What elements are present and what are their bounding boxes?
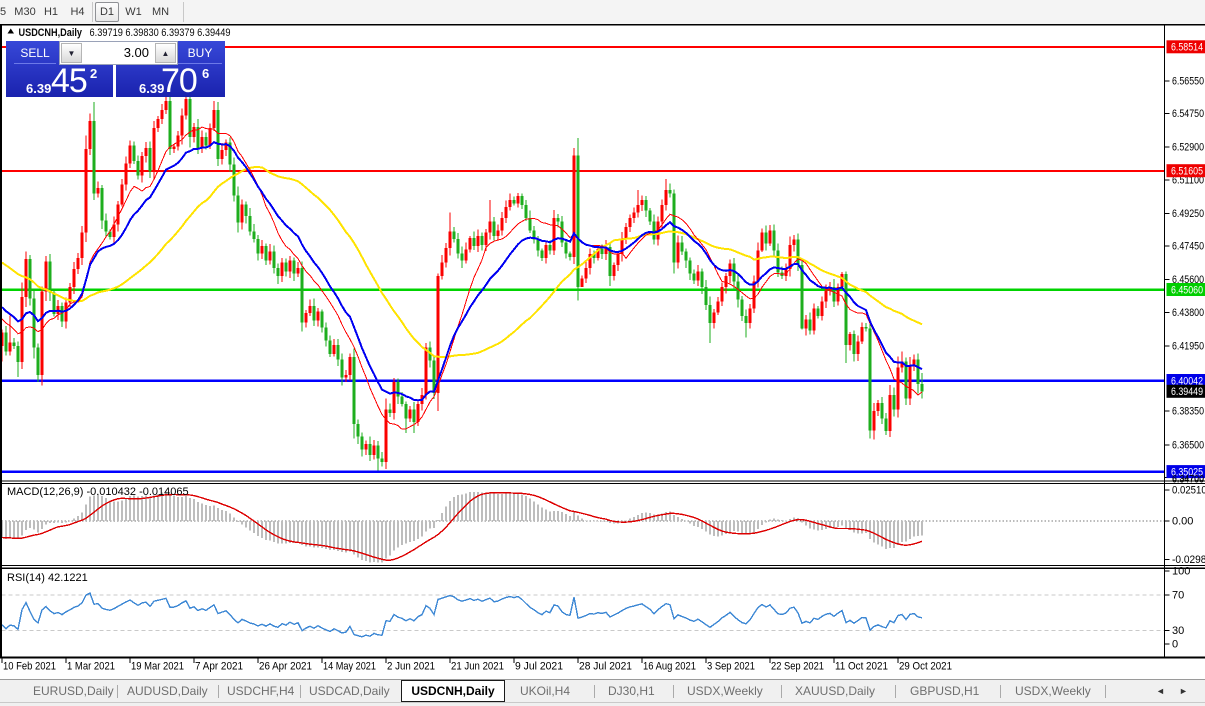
svg-text:-0.02988: -0.02988 [1172,554,1205,566]
svg-text:0: 0 [1172,639,1178,651]
svg-text:6.58514: 6.58514 [1171,42,1203,54]
svg-text:70: 70 [1172,590,1184,602]
svg-text:6.51100: 6.51100 [1172,174,1204,186]
svg-text:11 Oct 2021: 11 Oct 2021 [835,661,888,673]
svg-text:2 Jun 2021: 2 Jun 2021 [387,661,435,673]
svg-text:6.49250: 6.49250 [1172,208,1204,220]
svg-text:14 May 2021: 14 May 2021 [323,661,376,673]
svg-text:6.52900: 6.52900 [1172,142,1204,154]
svg-text:0.025108: 0.025108 [1172,485,1205,497]
svg-text:9 Jul 2021: 9 Jul 2021 [515,661,563,673]
svg-text:7 Apr 2021: 7 Apr 2021 [195,661,243,673]
svg-text:6.38350: 6.38350 [1172,406,1204,418]
svg-text:6.36500: 6.36500 [1172,439,1204,451]
svg-text:6.41950: 6.41950 [1172,340,1204,352]
svg-text:6.35025: 6.35025 [1171,466,1203,478]
svg-text:19 Mar 2021: 19 Mar 2021 [131,661,184,673]
svg-text:6.51605: 6.51605 [1171,165,1203,177]
svg-text:6.40042: 6.40042 [1171,375,1203,387]
svg-text:USDCNH,Daily: USDCNH,Daily [19,27,83,39]
svg-text:28 Jul 2021: 28 Jul 2021 [579,661,632,673]
svg-text:6.54750: 6.54750 [1172,108,1204,120]
svg-text:1 Mar 2021: 1 Mar 2021 [67,661,115,673]
svg-text:29 Oct 2021: 29 Oct 2021 [899,661,952,673]
svg-text:30: 30 [1172,625,1184,637]
svg-text:6.56550: 6.56550 [1172,75,1204,87]
svg-text:6.34700: 6.34700 [1172,473,1204,485]
svg-text:6.47450: 6.47450 [1172,241,1204,253]
svg-text:22 Sep 2021: 22 Sep 2021 [771,661,824,673]
svg-text:6.43800: 6.43800 [1172,307,1204,319]
svg-text:10 Feb 2021: 10 Feb 2021 [3,661,56,673]
svg-text:6.45060: 6.45060 [1171,284,1203,296]
svg-text:3 Sep 2021: 3 Sep 2021 [707,661,755,673]
svg-text:16 Aug 2021: 16 Aug 2021 [643,661,696,673]
svg-text:100: 100 [1172,566,1190,578]
svg-text:26 Apr 2021: 26 Apr 2021 [259,661,312,673]
svg-text:21 Jun 2021: 21 Jun 2021 [451,661,504,673]
svg-text:6.39449: 6.39449 [1171,386,1203,398]
svg-text:6.39719 6.39830 6.39379 6.3944: 6.39719 6.39830 6.39379 6.39449 [90,27,231,39]
svg-text:0.00: 0.00 [1172,516,1193,528]
